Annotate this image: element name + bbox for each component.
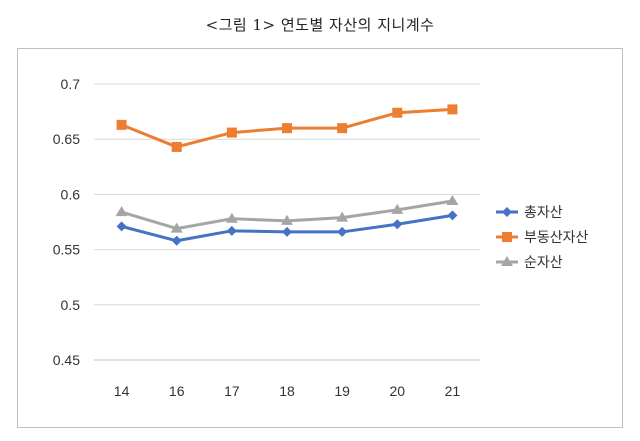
series-3	[115, 195, 459, 233]
data-point	[337, 226, 348, 237]
x-tick-label: 21	[445, 383, 461, 399]
data-point	[115, 206, 128, 217]
data-point	[116, 119, 127, 130]
x-axis-ticks: 14 16 17 18 19 20 21	[114, 383, 461, 399]
data-point	[447, 210, 458, 221]
y-tick-label: 0.45	[53, 352, 80, 368]
legend-label: 총자산	[524, 205, 563, 221]
y-tick-label: 0.5	[61, 297, 81, 313]
x-tick-label: 16	[169, 383, 185, 399]
data-point	[447, 104, 458, 115]
data-point	[392, 219, 403, 230]
data-point	[392, 107, 403, 118]
legend-marker	[502, 232, 512, 242]
data-point	[226, 127, 237, 138]
x-tick-label: 18	[279, 383, 295, 399]
x-tick-label: 19	[334, 383, 350, 399]
legend-marker	[502, 207, 512, 217]
x-tick-label: 17	[224, 383, 240, 399]
x-tick-label: 14	[114, 383, 130, 399]
gridlines	[94, 83, 480, 361]
series-2	[116, 104, 458, 152]
y-axis-ticks: 0.45 0.5 0.55 0.6 0.65 0.7	[53, 76, 80, 368]
data-point	[446, 195, 459, 206]
series-1	[116, 210, 458, 246]
data-point	[336, 211, 349, 222]
x-tick-label: 20	[389, 383, 405, 399]
data-point	[171, 141, 182, 152]
data-point	[281, 214, 293, 225]
legend-item: 순자산	[496, 255, 563, 271]
data-point	[226, 225, 237, 236]
data-point	[170, 222, 183, 233]
legend-item: 부동산자산	[496, 230, 589, 246]
data-point	[116, 221, 127, 232]
y-tick-label: 0.55	[53, 242, 80, 258]
y-tick-label: 0.65	[53, 131, 80, 147]
chart-frame	[17, 48, 623, 428]
legend-marker	[501, 256, 513, 266]
series-layer	[115, 104, 459, 246]
y-tick-label: 0.7	[61, 76, 81, 92]
legend-item: 총자산	[496, 205, 563, 221]
data-point	[171, 235, 182, 246]
chart-title: <그림 1> 연도별 자산의 지니계수	[205, 16, 435, 34]
data-point	[282, 123, 292, 134]
data-point	[391, 203, 404, 214]
legend-label: 부동산자산	[524, 230, 589, 246]
y-tick-label: 0.6	[61, 186, 81, 202]
data-point	[225, 212, 238, 223]
data-point	[337, 123, 348, 134]
data-point	[282, 226, 292, 237]
legend-label: 순자산	[524, 255, 563, 271]
